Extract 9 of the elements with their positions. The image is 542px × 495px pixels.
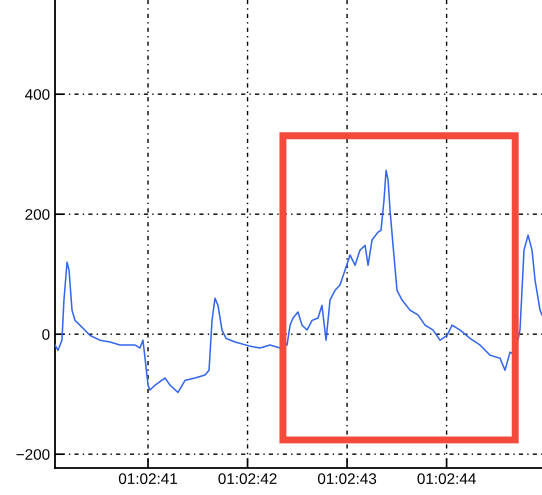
line-series xyxy=(55,170,542,394)
x-tick-label: 01:02:43 xyxy=(318,473,376,484)
y-tick-label: 200 xyxy=(25,209,50,220)
x-tick-label: 01:02:41 xyxy=(118,473,178,484)
x-tick-label: 01:02:44 xyxy=(417,473,476,484)
x-tick-label: 01:02:42 xyxy=(218,473,277,484)
y-tick-label: 400 xyxy=(25,89,50,100)
y-tick-label: 0 xyxy=(42,329,50,340)
y-tick-label: −200 xyxy=(16,449,50,460)
